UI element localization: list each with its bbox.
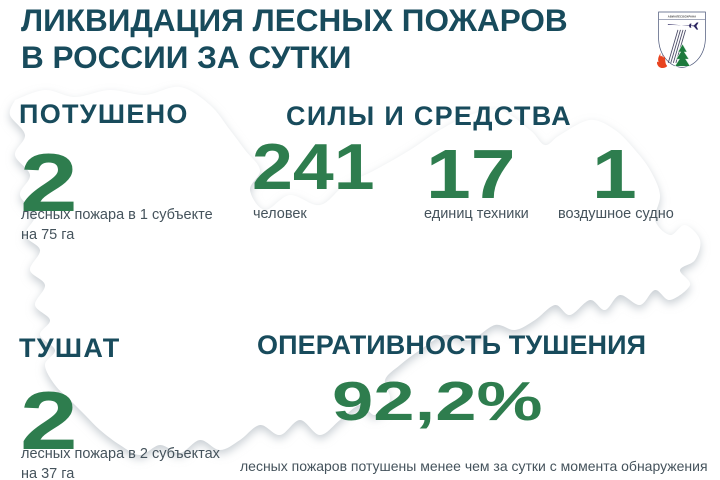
svg-text:АВИАЛЕСООХРАНА: АВИАЛЕСООХРАНА bbox=[668, 14, 696, 18]
